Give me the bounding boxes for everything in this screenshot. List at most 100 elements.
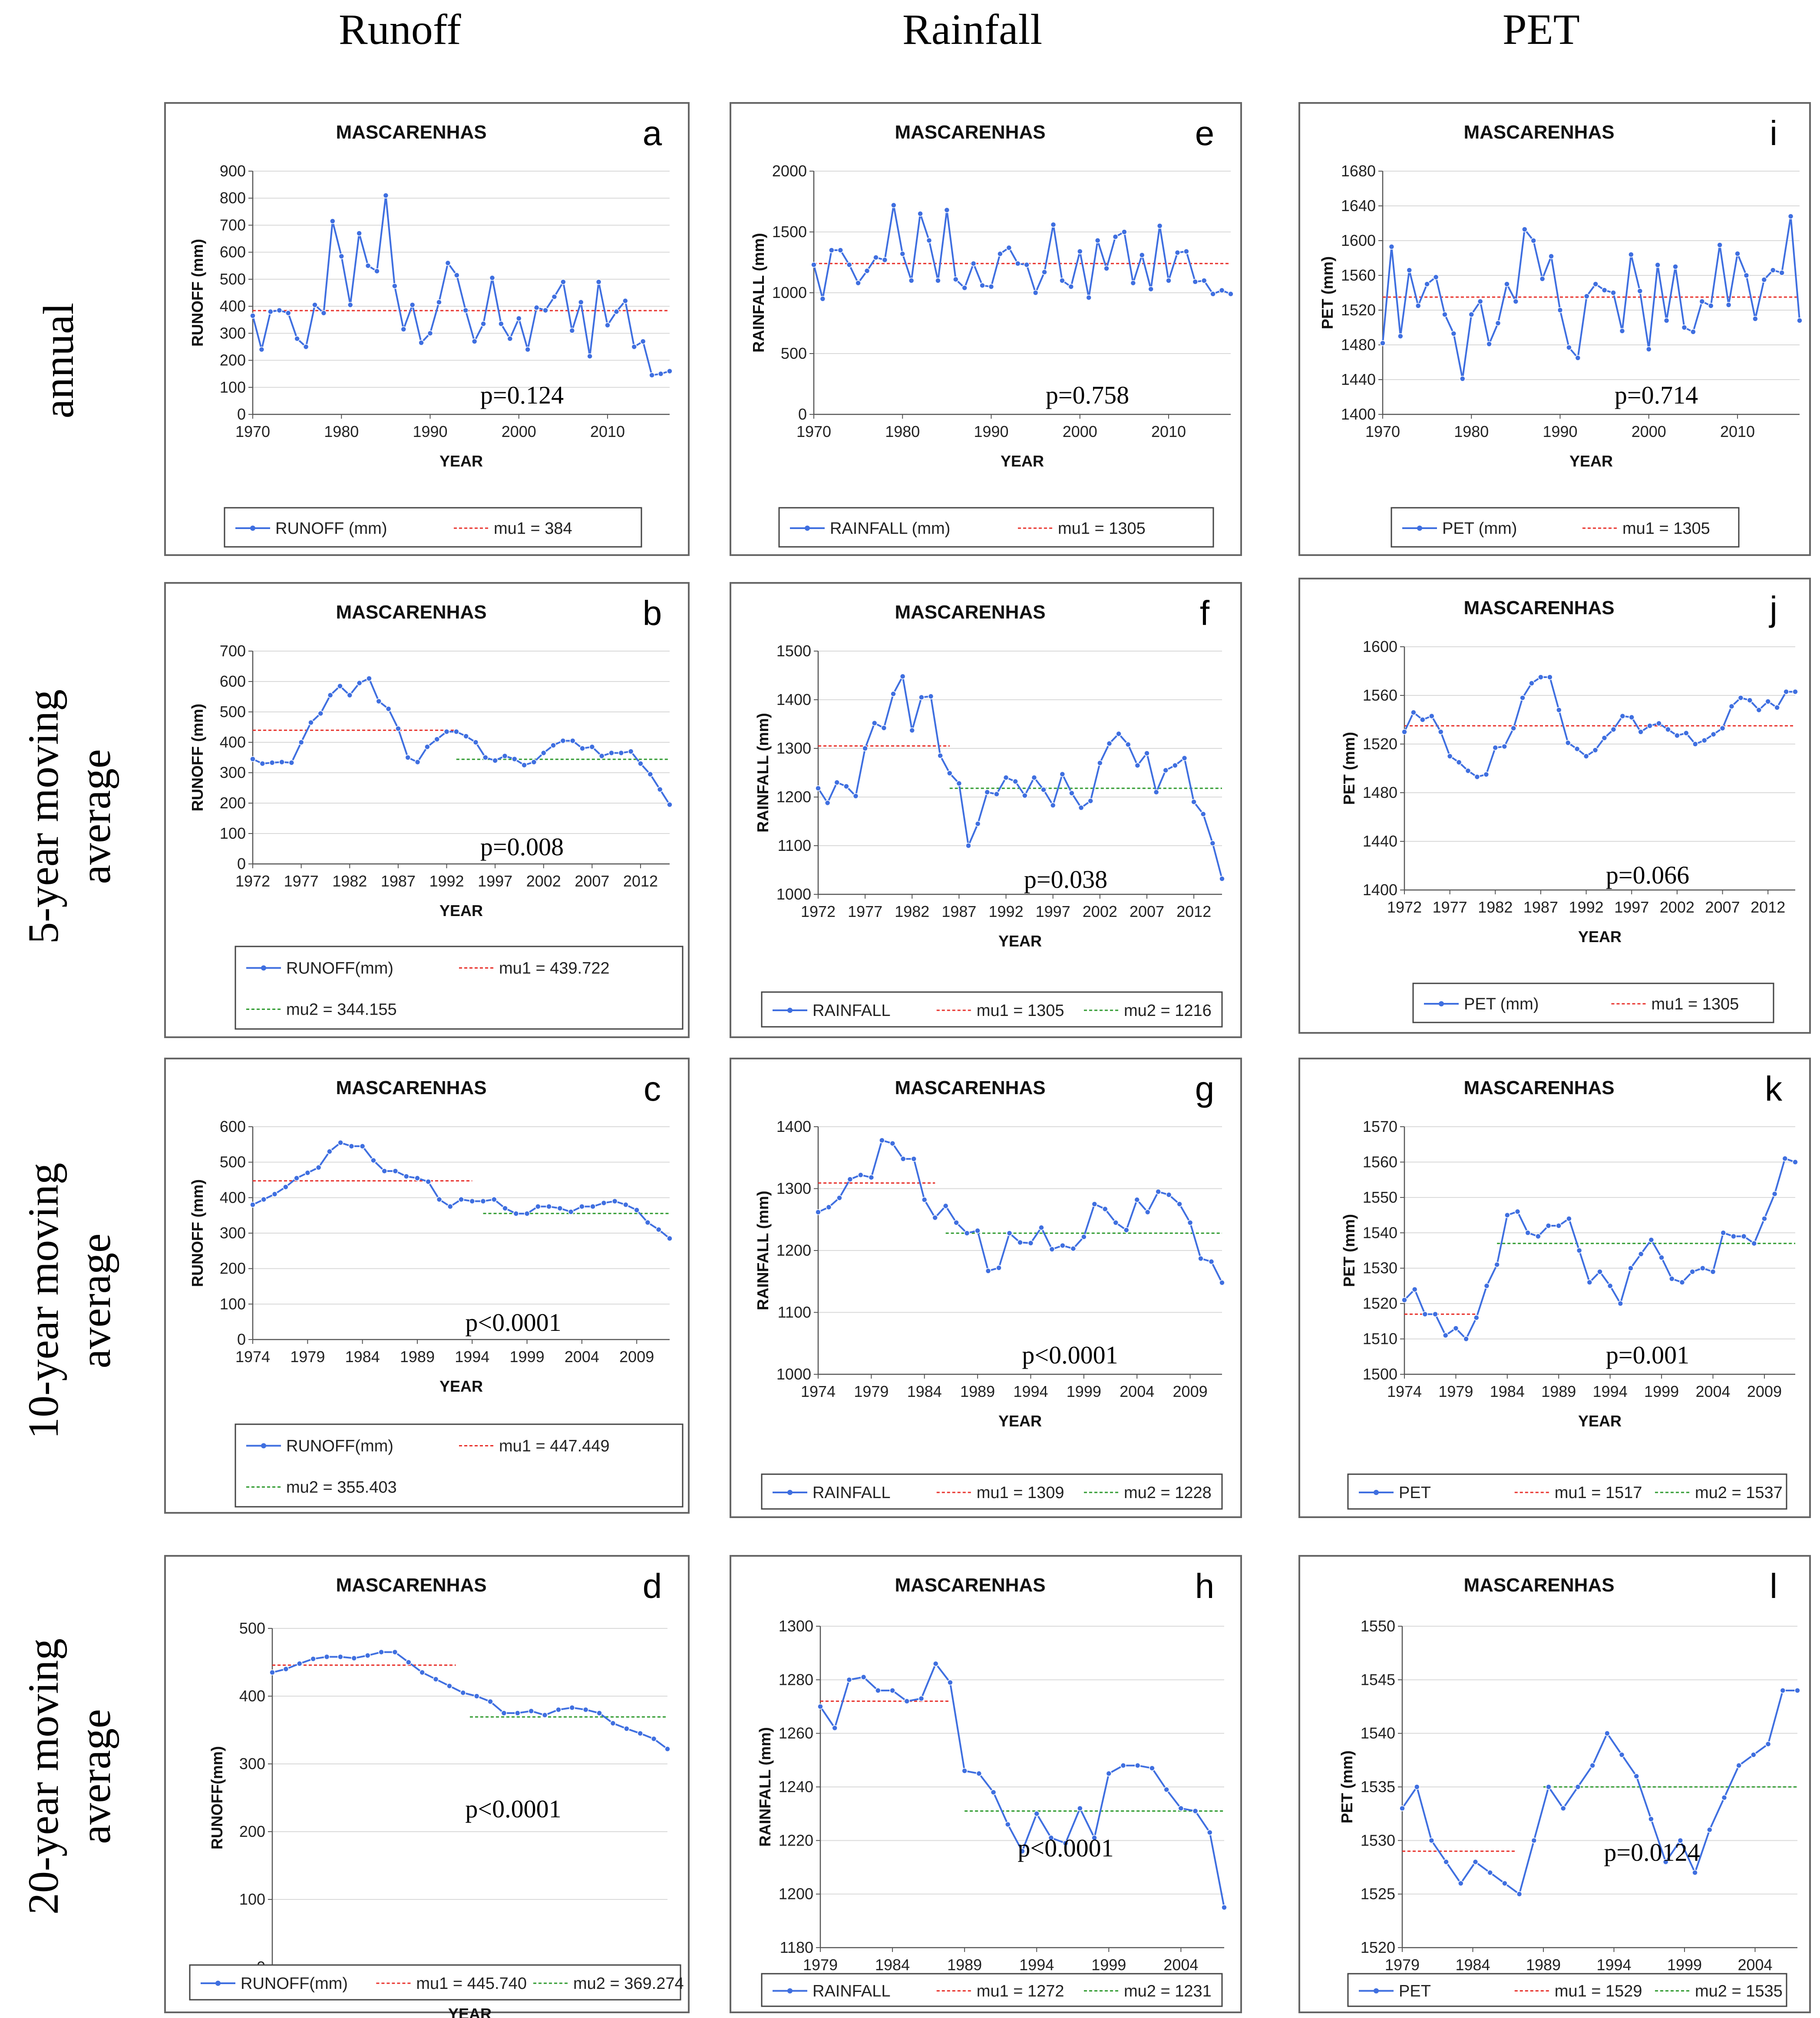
chart-c-point-28 bbox=[557, 1205, 563, 1211]
chart-h-xtick-label-3: 1994 bbox=[1019, 1956, 1054, 1974]
chart-h-point-22 bbox=[1134, 1762, 1141, 1769]
chart-b-point-34 bbox=[579, 745, 585, 751]
chart-l-legend-label-2: mu2 = 1535 bbox=[1695, 1982, 1783, 2001]
chart-a-point-8 bbox=[320, 310, 327, 316]
chart-a-point-27 bbox=[489, 275, 495, 281]
chart-d-point-4 bbox=[324, 1654, 330, 1660]
chart-g-point-1 bbox=[826, 1204, 832, 1210]
chart-a-ytick-label-0: 0 bbox=[237, 405, 246, 423]
chart-a-point-42 bbox=[622, 298, 628, 304]
chart-f-point-1 bbox=[824, 800, 831, 806]
chart-e-point-7 bbox=[873, 255, 879, 261]
chart-g-point-13 bbox=[953, 1220, 959, 1226]
chart-e-point-43 bbox=[1192, 279, 1199, 285]
chart-h-point-4 bbox=[875, 1687, 881, 1694]
chart-d-series-line bbox=[272, 1651, 668, 1750]
chart-g-ytick-label-4: 1400 bbox=[776, 1118, 811, 1135]
chart-i-title: MASCARENHAS bbox=[1463, 122, 1614, 143]
chart-i-point-4 bbox=[1415, 303, 1421, 309]
chart-f-ytick-label-2: 1200 bbox=[776, 788, 811, 806]
chart-l-point-23 bbox=[1736, 1762, 1742, 1769]
chart-a-point-13 bbox=[365, 263, 371, 269]
chart-k-point-35 bbox=[1761, 1215, 1767, 1222]
chart-a-point-6 bbox=[303, 344, 309, 350]
chart-f-point-26 bbox=[1059, 771, 1066, 777]
chart-f-legend-label-2: mu2 = 1216 bbox=[1124, 1002, 1212, 1020]
chart-h-point-7 bbox=[918, 1695, 925, 1702]
chart-e-point-4 bbox=[846, 261, 852, 268]
chart-a-point-32 bbox=[533, 304, 540, 311]
chart-a-series-line bbox=[252, 195, 670, 377]
chart-b-legend-label-2: mu2 = 344.155 bbox=[286, 1001, 397, 1019]
chart-f-legend-label-0: RAINFALL bbox=[813, 1002, 891, 1020]
chart-c-point-29 bbox=[568, 1209, 574, 1215]
chart-e-point-5 bbox=[855, 280, 861, 286]
chart-panel-a: MASCARENHAS a 0 100 200 300 400 500 600 700 800 900… bbox=[164, 102, 690, 556]
chart-f-point-17 bbox=[974, 820, 981, 827]
chart-h-legend-box bbox=[761, 1973, 1223, 2007]
chart-a-point-19 bbox=[418, 340, 424, 346]
chart-i-point-14 bbox=[1504, 281, 1510, 287]
chart-e-point-45 bbox=[1210, 291, 1216, 297]
chart-j-point-30 bbox=[1674, 732, 1680, 739]
chart-k-point-25 bbox=[1658, 1254, 1665, 1261]
chart-k-legend-label-2: mu2 = 1537 bbox=[1695, 1484, 1783, 1502]
chart-g-xtick-label-7: 2009 bbox=[1173, 1383, 1208, 1400]
chart-j-point-39 bbox=[1756, 707, 1762, 713]
chart-l-point-25 bbox=[1765, 1741, 1771, 1747]
chart-i-point-30 bbox=[1646, 346, 1652, 352]
chart-c-point-34 bbox=[623, 1201, 629, 1208]
chart-h-point-2 bbox=[846, 1677, 852, 1683]
chart-b-xtick-label-3: 1987 bbox=[381, 872, 416, 890]
chart-a-point-38 bbox=[587, 353, 593, 359]
chart-c-point-12 bbox=[381, 1168, 387, 1174]
chart-a-ytick-label-6: 600 bbox=[220, 243, 246, 261]
chart-j-point-12 bbox=[1510, 725, 1516, 731]
chart-b-point-43 bbox=[667, 801, 673, 808]
chart-d-point-24 bbox=[596, 1710, 602, 1716]
chart-f-point-38 bbox=[1172, 762, 1178, 768]
chart-b-point-2 bbox=[269, 760, 275, 766]
chart-b-point-15 bbox=[395, 725, 401, 732]
chart-a-point-45 bbox=[649, 372, 655, 378]
chart-k-point-19 bbox=[1597, 1269, 1603, 1275]
chart-a-title: MASCARENHAS bbox=[336, 122, 486, 143]
chart-b-legend-label-0: RUNOFF(mm) bbox=[286, 959, 393, 978]
chart-l-point-26 bbox=[1780, 1687, 1786, 1694]
chart-h-point-11 bbox=[976, 1770, 982, 1777]
chart-d-legend-label-1: mu1 = 445.740 bbox=[416, 1975, 527, 1993]
chart-g-point-14 bbox=[964, 1230, 970, 1236]
chart-f-point-32 bbox=[1116, 731, 1122, 737]
chart-j-legend-label-0: PET (mm) bbox=[1464, 995, 1539, 1013]
chart-d-point-17 bbox=[501, 1710, 507, 1716]
chart-j-point-7 bbox=[1465, 768, 1471, 774]
chart-f-point-11 bbox=[918, 694, 925, 701]
chart-b-legend-box bbox=[235, 946, 684, 1030]
chart-c-point-26 bbox=[535, 1204, 541, 1210]
chart-a-ytick-label-2: 200 bbox=[220, 351, 246, 369]
chart-h-xtick-label-4: 1999 bbox=[1091, 1956, 1126, 1974]
chart-e-legend-label-1: mu1 = 1305 bbox=[1058, 519, 1146, 538]
chart-g-point-35 bbox=[1187, 1220, 1193, 1226]
chart-a-point-30 bbox=[516, 315, 522, 321]
chart-j-point-4 bbox=[1437, 729, 1444, 735]
chart-f-point-33 bbox=[1125, 741, 1131, 748]
chart-k-point-34 bbox=[1751, 1240, 1757, 1247]
chart-d-point-15 bbox=[473, 1693, 480, 1699]
chart-k-series-line bbox=[1404, 1157, 1796, 1341]
chart-b-point-41 bbox=[647, 771, 654, 777]
chart-h-legend-label-2: mu2 = 1231 bbox=[1124, 1982, 1212, 2001]
chart-f-point-19 bbox=[994, 791, 1000, 797]
chart-i-point-35 bbox=[1690, 329, 1696, 335]
chart-g-point-21 bbox=[1038, 1224, 1044, 1231]
chart-f-point-43 bbox=[1219, 876, 1225, 882]
chart-e-point-39 bbox=[1156, 223, 1163, 229]
chart-d-legend-box bbox=[189, 1964, 681, 2001]
chart-b-point-18 bbox=[424, 744, 430, 750]
chart-c-point-16 bbox=[425, 1178, 431, 1185]
chart-d-point-11 bbox=[419, 1669, 425, 1676]
chart-k-point-0 bbox=[1401, 1297, 1407, 1303]
chart-f-point-31 bbox=[1106, 741, 1113, 747]
chart-g-panel-letter: g bbox=[1195, 1069, 1215, 1108]
chart-svg-a: MASCARENHAS a 0 100 200 300 400 500 600 700 800 900… bbox=[188, 114, 673, 548]
